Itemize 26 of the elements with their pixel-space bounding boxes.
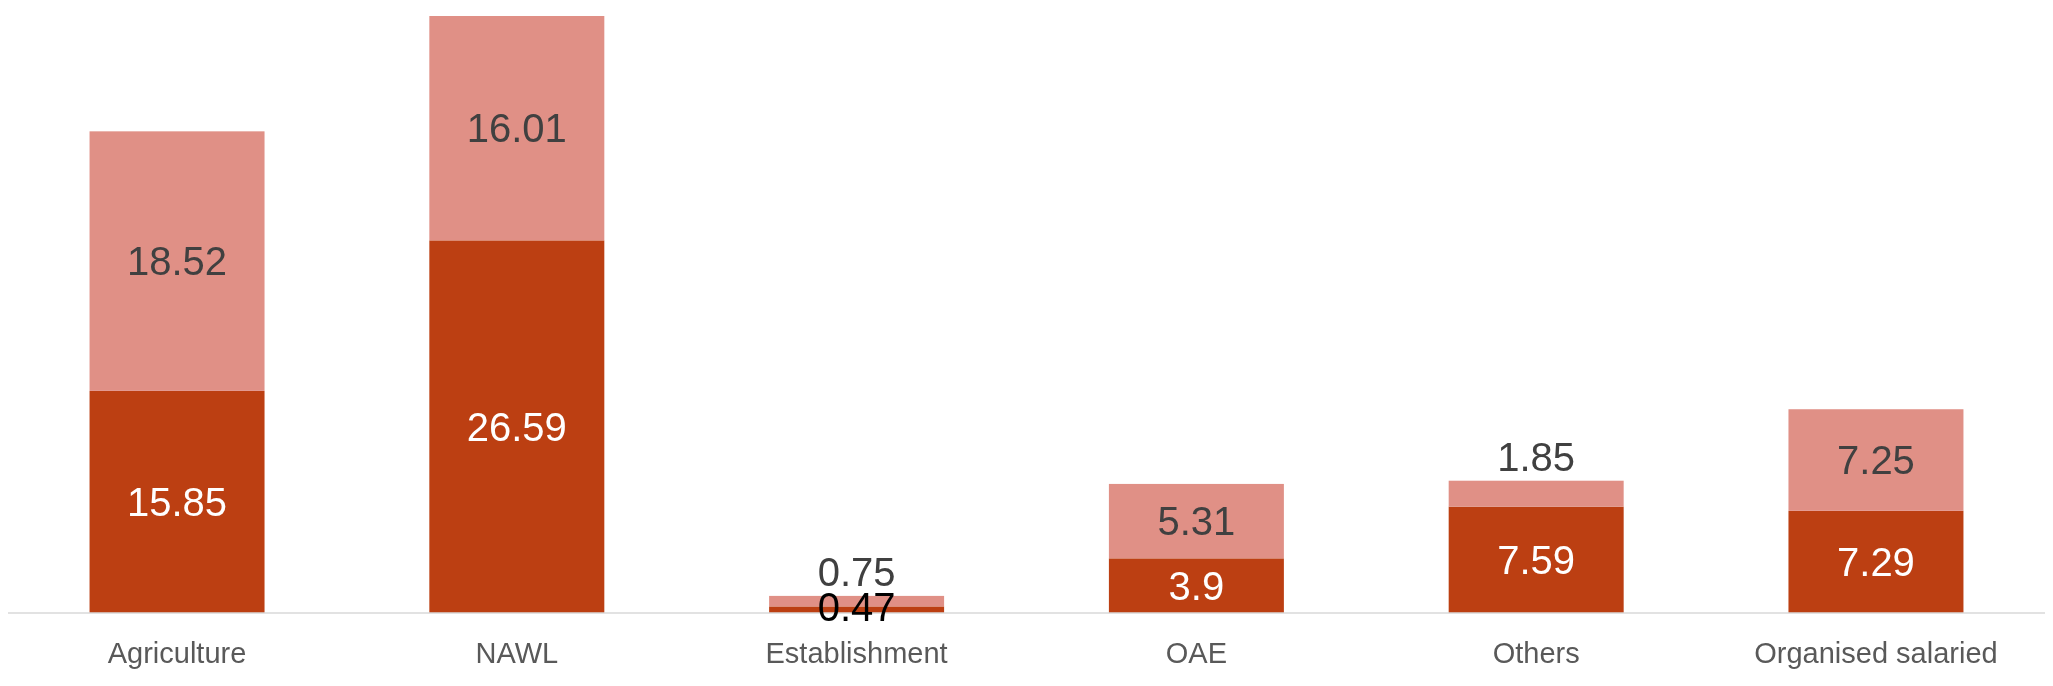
bar <box>1108 558 1284 613</box>
data-label: 3.9 <box>1168 563 1225 608</box>
x-tick-label: Others <box>1492 637 1580 669</box>
bar <box>429 240 605 613</box>
bar <box>1448 506 1624 613</box>
data-label: 5.31 <box>1157 499 1236 544</box>
x-tick-label: Organised salaried <box>1754 637 1998 669</box>
x-tick-label: Establishment <box>765 637 948 669</box>
data-label: 15.85 <box>126 479 228 524</box>
x-tick-label: NAWL <box>475 637 559 669</box>
bar <box>1788 409 1964 511</box>
bar <box>89 131 265 391</box>
data-label: 7.59 <box>1497 537 1576 582</box>
data-label: 16.01 <box>466 106 567 151</box>
data-label: 26.59 <box>466 404 567 449</box>
data-label: 7.25 <box>1837 438 1915 483</box>
bar <box>1448 480 1624 507</box>
bar <box>429 16 605 241</box>
bar <box>89 390 265 613</box>
bar <box>1788 510 1964 613</box>
data-label: 18.52 <box>126 239 228 284</box>
bar <box>1108 483 1284 559</box>
data-label: 1.85 <box>1497 434 1576 479</box>
x-tick-label: OAE <box>1165 637 1228 669</box>
x-tick-label: Agriculture <box>107 637 247 669</box>
data-label: 7.29 <box>1837 539 1915 584</box>
